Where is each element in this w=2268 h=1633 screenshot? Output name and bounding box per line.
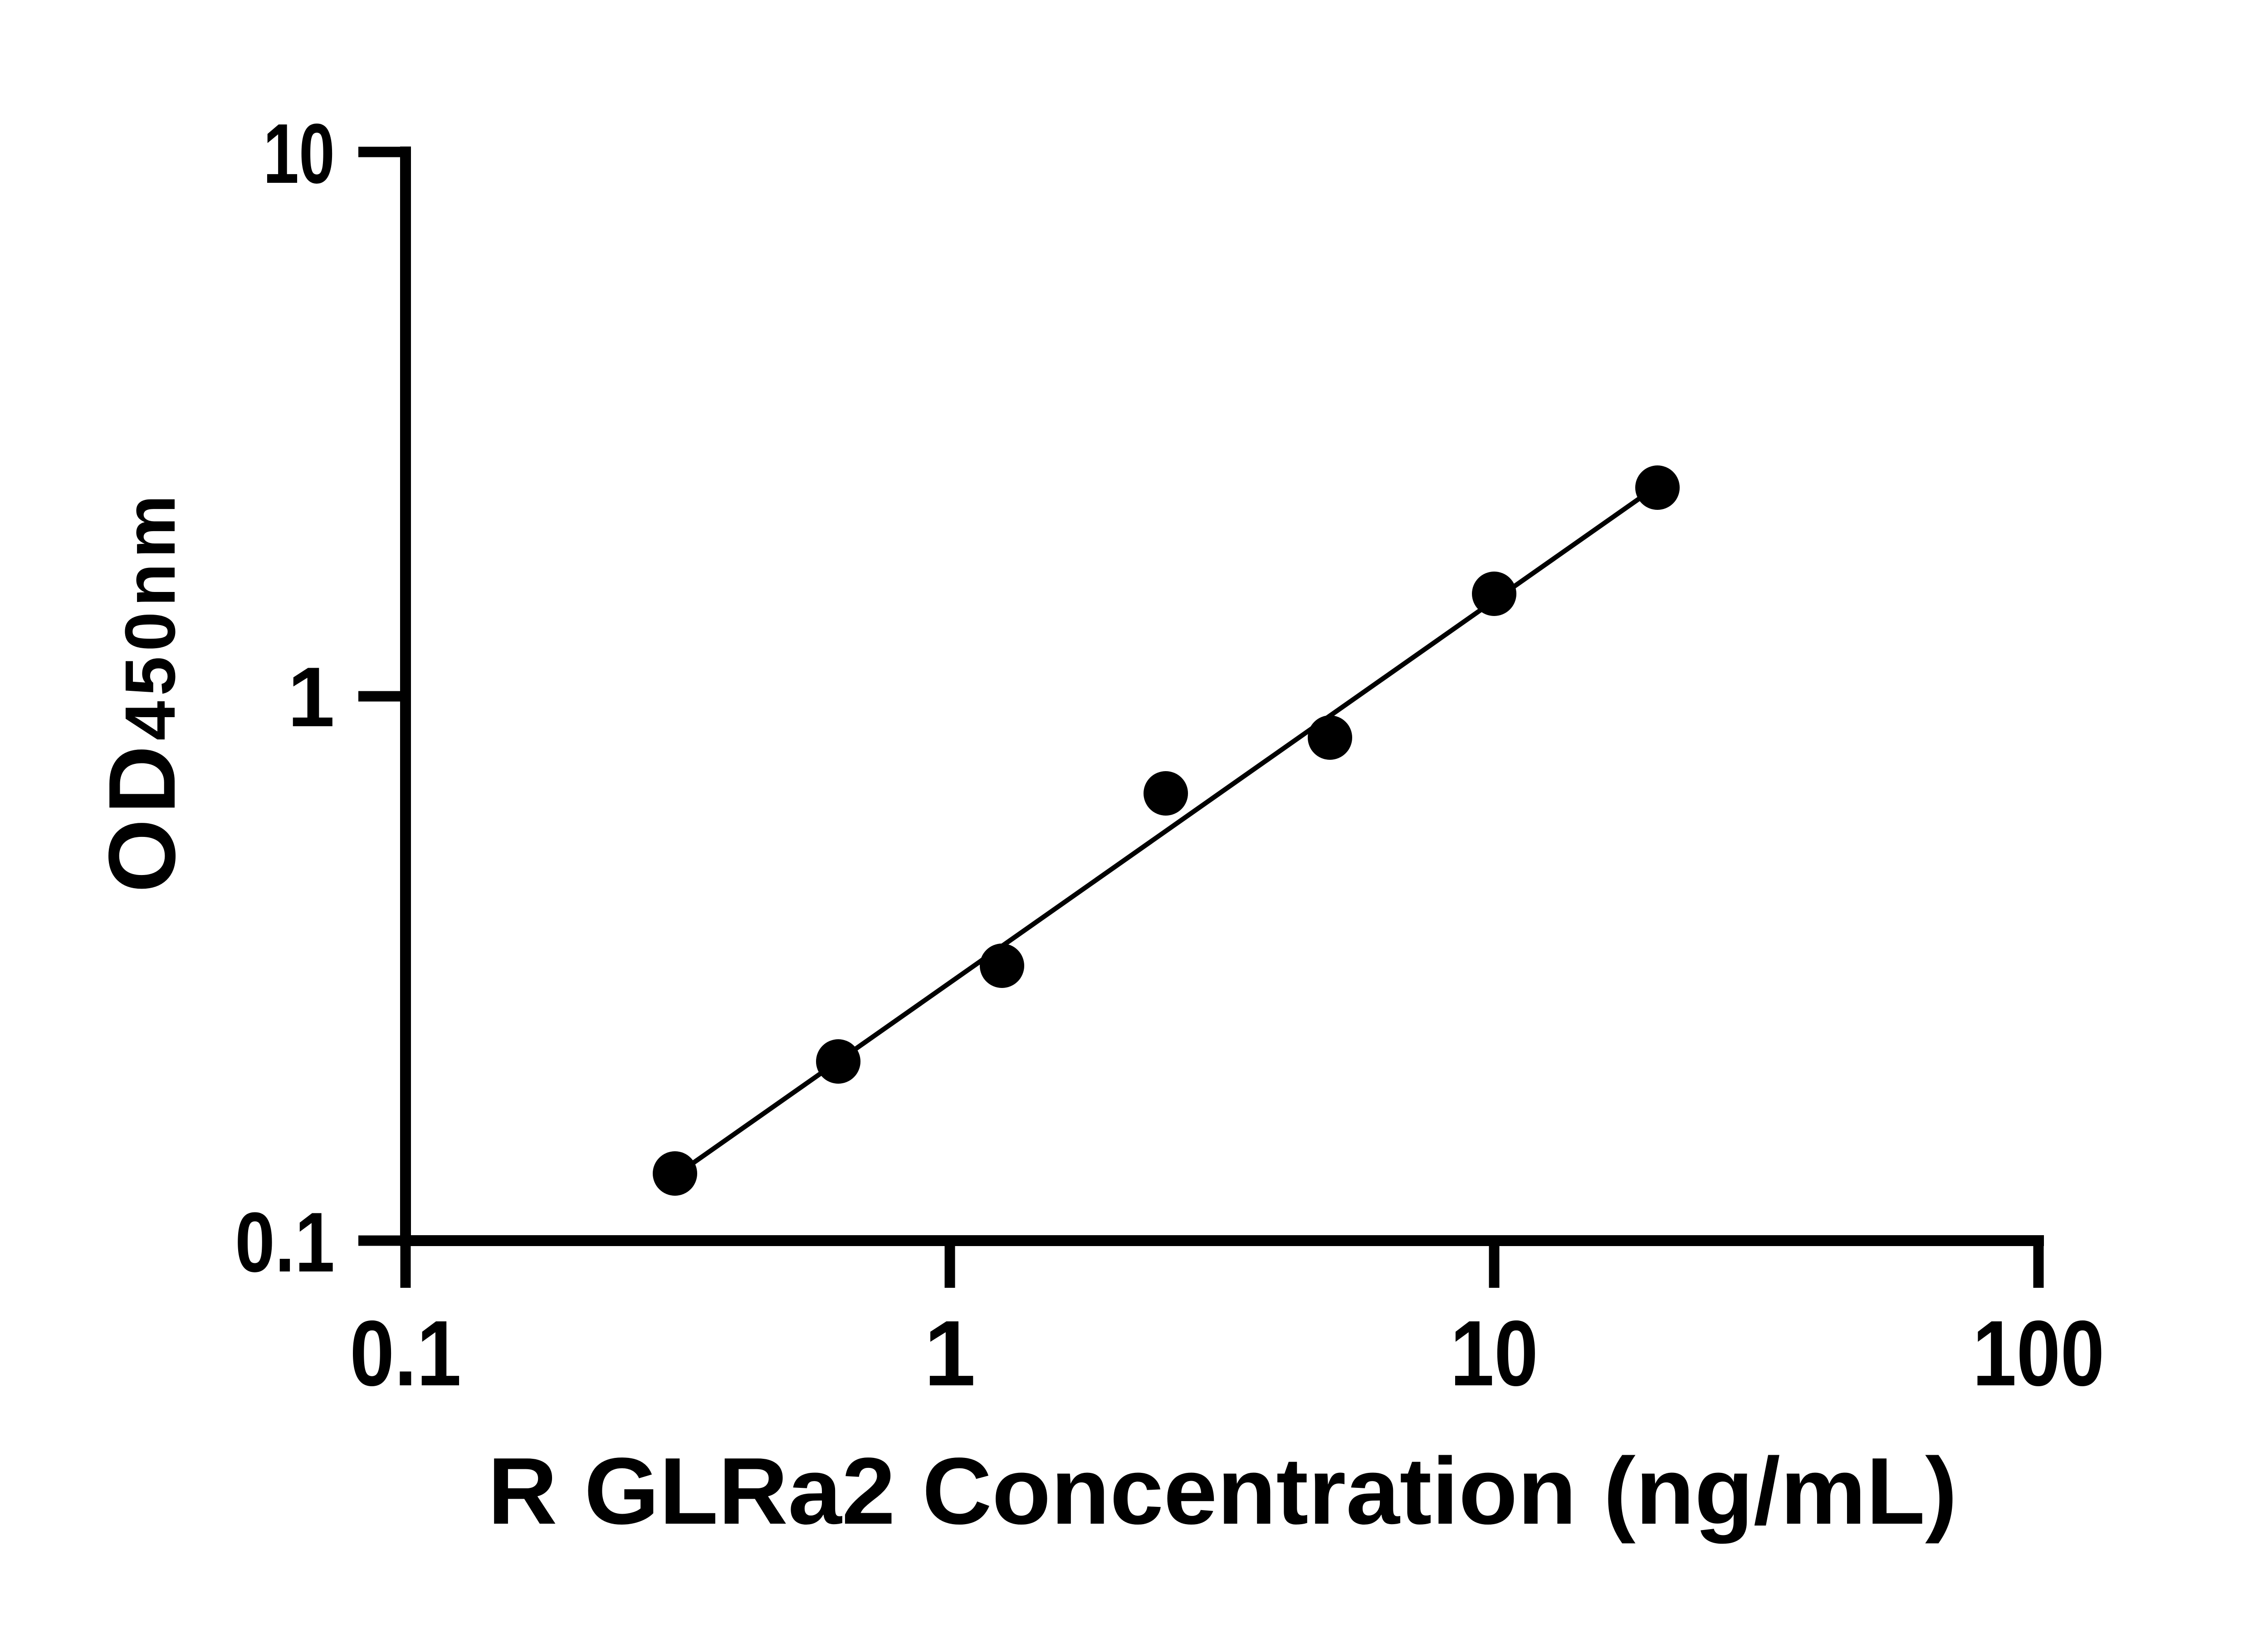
svg-text:0.1: 0.1 — [350, 1301, 461, 1405]
svg-text:0.1: 0.1 — [235, 1195, 335, 1290]
svg-text:1: 1 — [924, 1301, 976, 1405]
svg-text:10: 10 — [1450, 1301, 1538, 1405]
svg-text:10: 10 — [263, 106, 335, 201]
svg-text:R GLRa2 Concentration (ng/mL): R GLRa2 Concentration (ng/mL) — [488, 1438, 1957, 1544]
svg-text:1: 1 — [288, 650, 335, 744]
svg-text:100: 100 — [1973, 1301, 2105, 1405]
